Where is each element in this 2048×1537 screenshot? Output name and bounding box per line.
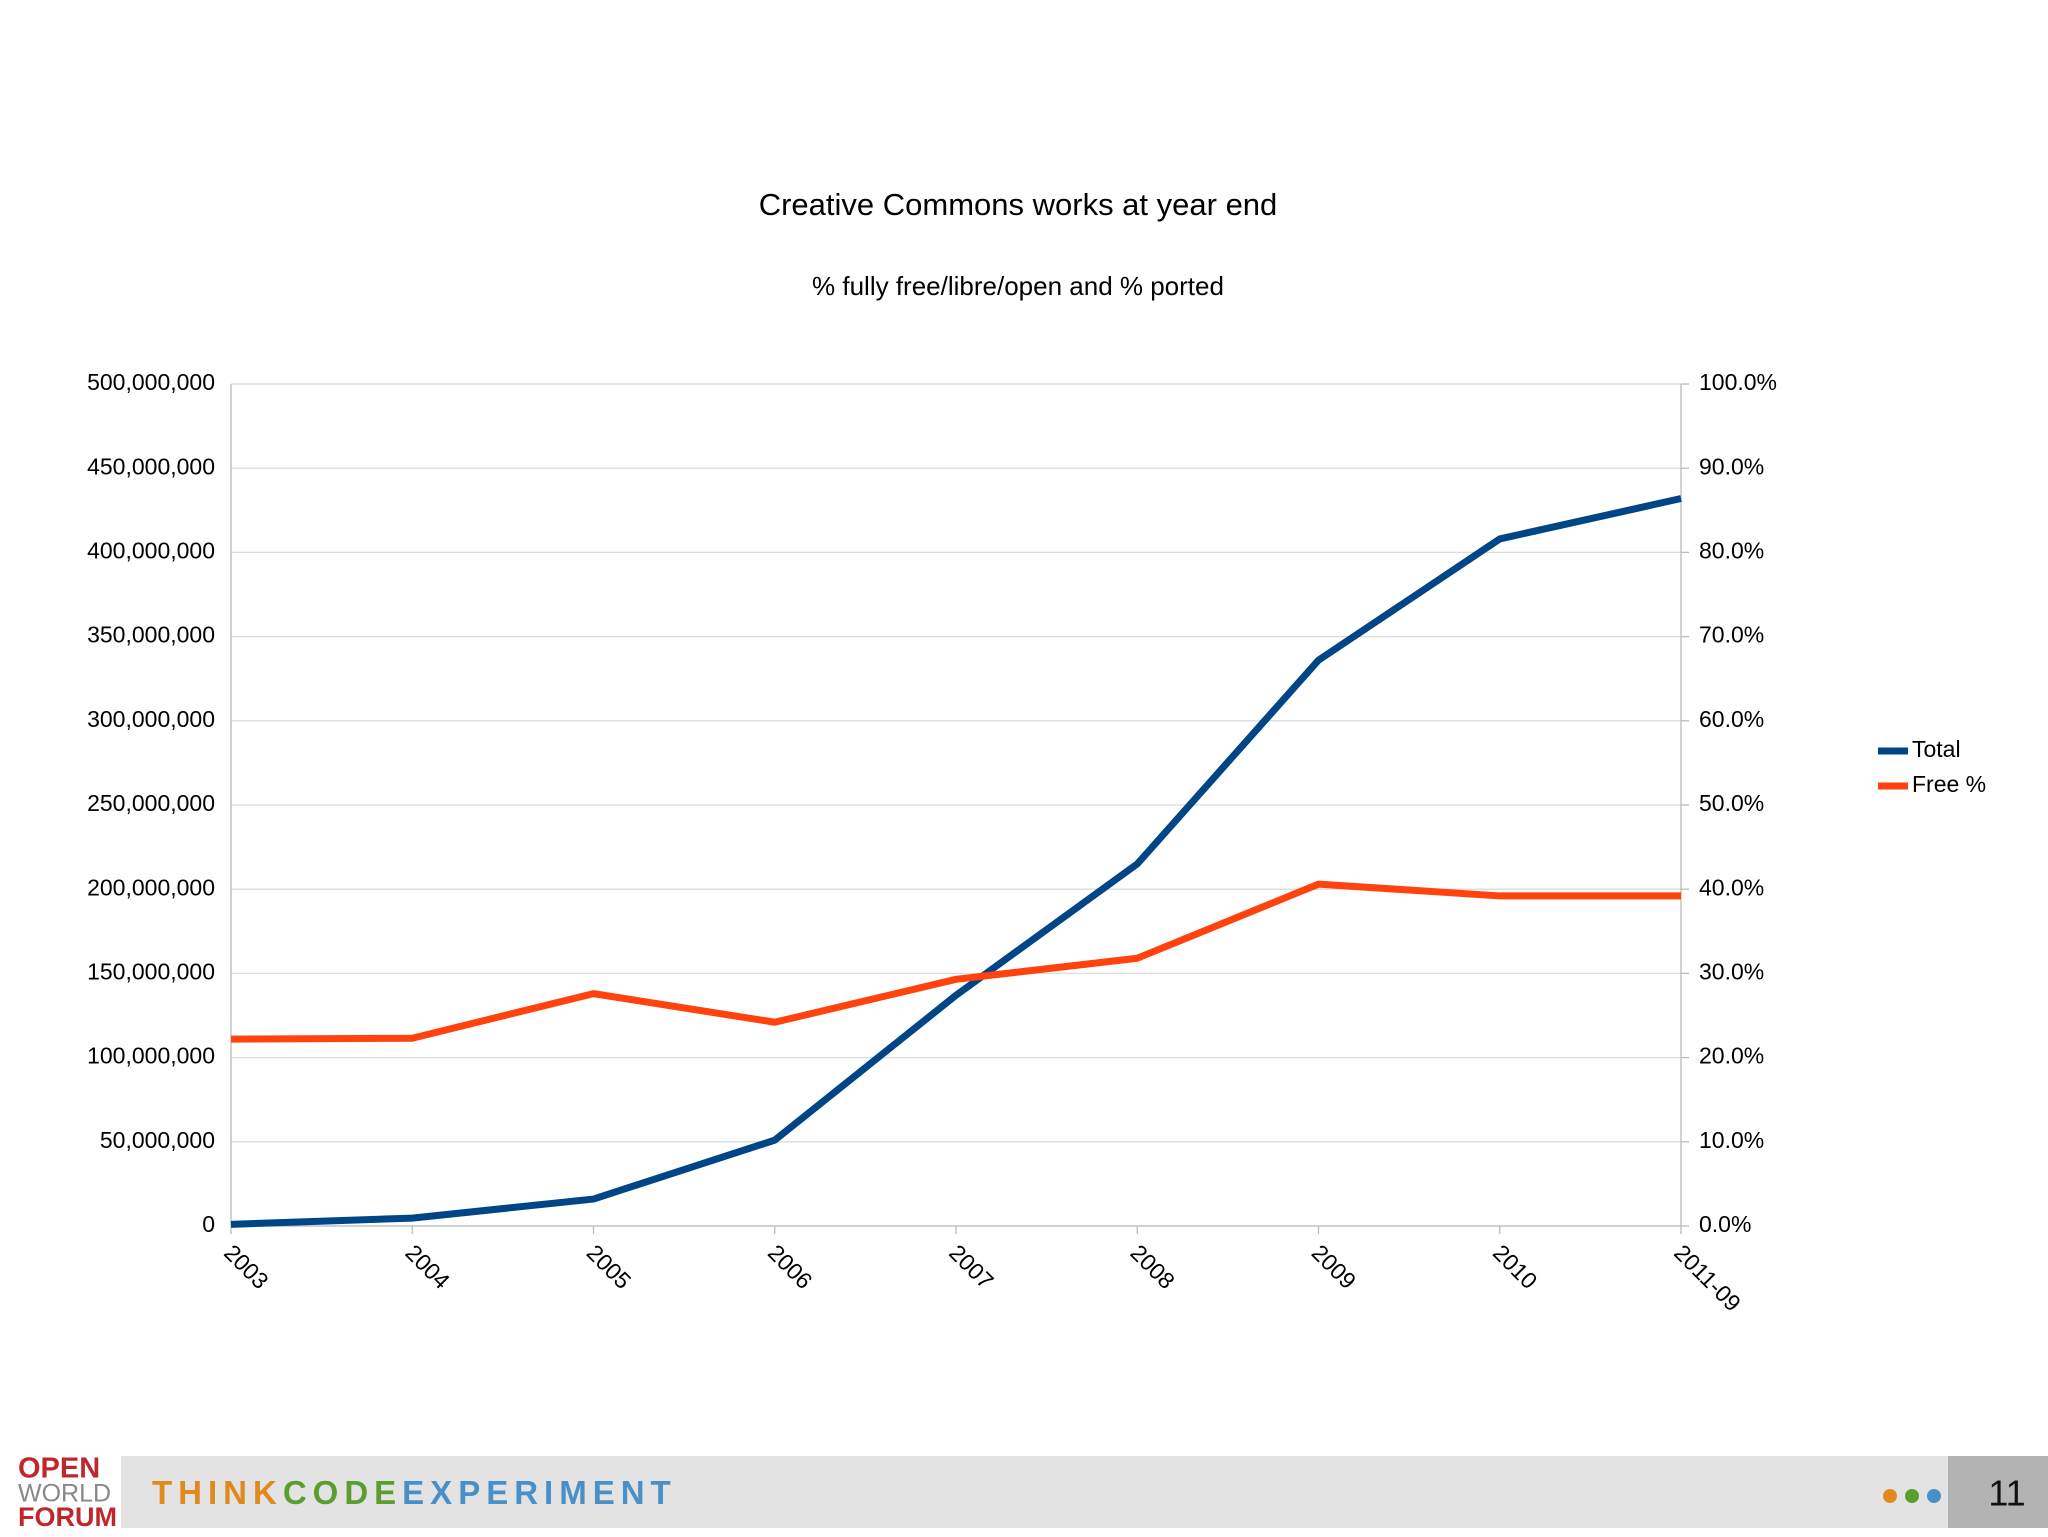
- logo-forum: FORUM: [18, 1502, 117, 1532]
- y-tick-label: 50,000,000: [100, 1127, 215, 1153]
- x-tick-label: 2004: [400, 1239, 455, 1294]
- series-line: [230, 880, 1681, 1043]
- y2-tick-label: 100.0%: [1699, 369, 1777, 395]
- y-tick-label: 450,000,000: [87, 453, 215, 479]
- tagline-code: CODE: [283, 1474, 402, 1511]
- y2-tick-label: 70.0%: [1699, 622, 1764, 648]
- y2-tick-label: 50.0%: [1699, 790, 1764, 816]
- y2-tick-label: 60.0%: [1699, 706, 1764, 732]
- dot: [1905, 1489, 1919, 1503]
- y2-tick-label: 40.0%: [1699, 874, 1764, 900]
- footer-band: [121, 1456, 1948, 1528]
- y-tick-label: 0: [202, 1211, 215, 1237]
- dot: [1883, 1489, 1897, 1503]
- y2-tick-label: 10.0%: [1699, 1127, 1764, 1153]
- logo-open: OPEN: [18, 1453, 100, 1485]
- dot: [1927, 1489, 1941, 1503]
- legend-label: Free %: [1912, 771, 1986, 797]
- x-tick-label: 2006: [763, 1239, 818, 1294]
- tagline-think: THINK: [152, 1474, 283, 1511]
- tagline-experiment: EXPERIMENT: [402, 1474, 677, 1511]
- x-tick-label: 2005: [582, 1239, 637, 1294]
- legend-label: Total: [1912, 736, 1961, 762]
- y2-tick-label: 0.0%: [1699, 1211, 1751, 1237]
- series-line: [230, 495, 1682, 1228]
- y-tick-label: 200,000,000: [87, 874, 215, 900]
- chart-title: Creative Commons works at year end: [759, 187, 1278, 222]
- x-tick-label: 2010: [1488, 1239, 1543, 1294]
- y-tick-label: 400,000,000: [87, 537, 215, 563]
- y-tick-label: 350,000,000: [87, 622, 215, 648]
- logo-world: WORLD: [18, 1480, 111, 1508]
- tagline: THINKCODEEXPERIMENT: [152, 1474, 677, 1511]
- footer: OPEN WORLD FORUM THINKCODEEXPERIMENT 11: [18, 1453, 2048, 1532]
- y-tick-label: 500,000,000: [87, 369, 215, 395]
- chart-subtitle: % fully free/libre/open and % ported: [812, 271, 1224, 301]
- y2-tick-label: 20.0%: [1699, 1043, 1764, 1069]
- y2-tick-label: 90.0%: [1699, 453, 1764, 479]
- page-box: [1948, 1456, 2048, 1528]
- x-tick-label: 2003: [219, 1239, 274, 1294]
- y-tick-label: 150,000,000: [87, 958, 215, 984]
- y2-tick-label: 30.0%: [1699, 958, 1764, 984]
- y2-tick-label: 80.0%: [1699, 537, 1764, 563]
- x-tick-label: 2009: [1307, 1239, 1362, 1294]
- y-tick-label: 100,000,000: [87, 1043, 215, 1069]
- x-tick-label: 2008: [1125, 1239, 1180, 1294]
- y-tick-label: 250,000,000: [87, 790, 215, 816]
- y-tick-label: 300,000,000: [87, 706, 215, 732]
- page-number: 11: [1988, 1473, 2025, 1514]
- x-tick-label: 2007: [944, 1239, 999, 1294]
- x-tick-label: 2011-09: [1669, 1239, 1746, 1316]
